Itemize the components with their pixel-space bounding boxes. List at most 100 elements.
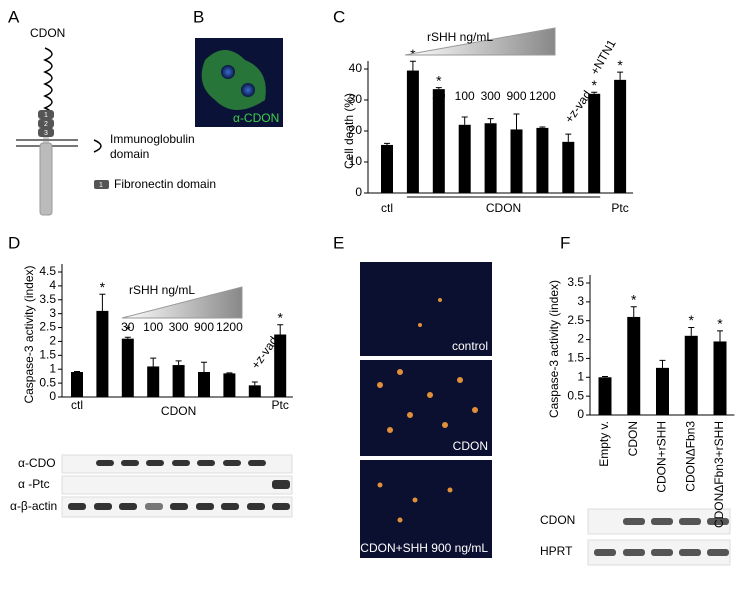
bar bbox=[406, 70, 419, 193]
bar bbox=[656, 367, 669, 415]
blot-label: HPRT bbox=[540, 544, 573, 558]
bar bbox=[684, 335, 698, 415]
error-bar bbox=[688, 327, 695, 336]
panel-letter: A bbox=[8, 7, 20, 26]
x-tick-label: ctl bbox=[71, 398, 83, 412]
y-tick-label: 2 bbox=[577, 332, 584, 346]
legend-fn bbox=[94, 180, 109, 189]
dose-label: 30 bbox=[121, 320, 135, 334]
y-tick-label: 0 bbox=[355, 185, 362, 199]
legend-number: 1 bbox=[99, 182, 103, 189]
y-tick-label: 3.5 bbox=[567, 275, 584, 289]
fn-number: 1 bbox=[44, 112, 48, 119]
panel-letter: E bbox=[333, 233, 344, 252]
x-tick-label: CDON+rSHH bbox=[655, 421, 669, 493]
dose-wedge bbox=[121, 286, 243, 319]
treatment-label: +NTN1 bbox=[587, 37, 618, 77]
bar bbox=[627, 316, 641, 415]
blot-label: α-β-actin bbox=[10, 499, 57, 513]
error-bar bbox=[565, 133, 572, 142]
dose-label: 1200 bbox=[529, 89, 556, 103]
significance: * bbox=[591, 77, 597, 93]
error-bar bbox=[74, 370, 80, 372]
dose-label: 100 bbox=[455, 89, 475, 103]
western-blot bbox=[587, 508, 731, 566]
fn-domain bbox=[38, 119, 54, 128]
x-tick-label: CDON bbox=[626, 421, 640, 456]
bar bbox=[536, 127, 549, 193]
nucleus bbox=[241, 83, 255, 97]
bar bbox=[381, 144, 393, 193]
dose-wedge bbox=[404, 27, 556, 56]
y-tick-label: 3.5 bbox=[39, 292, 56, 306]
blot-label: CDON bbox=[540, 513, 575, 527]
y-tick-label: 20 bbox=[349, 123, 363, 137]
y-tick-label: 0.5 bbox=[567, 388, 584, 402]
legend-label: Immunoglobulin bbox=[110, 132, 195, 146]
bar bbox=[96, 310, 109, 397]
intracellular bbox=[39, 142, 53, 216]
bar bbox=[562, 141, 575, 193]
y-tick-label: 0 bbox=[49, 389, 56, 403]
fn-domain bbox=[38, 128, 54, 137]
x-tick-label: Ptc bbox=[611, 201, 628, 215]
panel-letter: F bbox=[560, 233, 570, 252]
significance: * bbox=[689, 312, 695, 328]
error-bar bbox=[150, 357, 157, 367]
significance: * bbox=[277, 309, 283, 325]
bar bbox=[248, 385, 261, 397]
y-tick-label: 0 bbox=[577, 407, 584, 421]
bar bbox=[121, 338, 134, 397]
apoptotic-cells bbox=[377, 298, 478, 523]
significance: * bbox=[631, 291, 637, 307]
y-tick-label: 1.5 bbox=[567, 351, 584, 365]
error-bar bbox=[630, 306, 637, 317]
y-tick-label: 10 bbox=[349, 154, 363, 168]
image-label: α-CDON bbox=[233, 111, 279, 125]
legend-label: Fibronectin domain bbox=[114, 177, 216, 191]
bar bbox=[598, 377, 612, 415]
y-tick-label: 2 bbox=[49, 334, 56, 348]
error-bar bbox=[175, 360, 182, 366]
error-bar bbox=[435, 87, 442, 90]
x-tick-label: Ptc bbox=[272, 398, 289, 412]
error-bar bbox=[539, 126, 546, 128]
y-tick-label: 3 bbox=[577, 294, 584, 308]
x-tick-label: Empty v. bbox=[597, 421, 611, 467]
error-bar bbox=[591, 91, 598, 94]
dose-label: 100 bbox=[143, 320, 163, 334]
error-bar bbox=[461, 116, 468, 125]
bar bbox=[588, 93, 601, 193]
blot-label: α-CDO bbox=[18, 456, 56, 470]
x-tick-label: CDONΔFbn3 bbox=[683, 421, 697, 492]
y-tick-label: 30 bbox=[349, 92, 363, 106]
panel-letter: D bbox=[8, 233, 20, 252]
significance: * bbox=[617, 57, 623, 73]
bar bbox=[432, 89, 445, 193]
error-bar bbox=[617, 71, 624, 80]
error-bar bbox=[226, 372, 233, 374]
micrograph bbox=[360, 460, 492, 558]
image-label: CDON bbox=[453, 439, 488, 453]
fn-number: 2 bbox=[44, 121, 48, 128]
legend-ig bbox=[93, 139, 102, 153]
error-bar bbox=[409, 60, 416, 71]
x-tick-label: ctl bbox=[381, 201, 393, 215]
dose-label: 1200 bbox=[216, 320, 243, 334]
group-label: CDON bbox=[161, 404, 196, 418]
error-bar bbox=[251, 381, 258, 386]
error-bar bbox=[124, 336, 131, 339]
micrograph bbox=[360, 262, 492, 356]
significance: * bbox=[436, 72, 442, 88]
bar bbox=[484, 123, 497, 193]
y-tick-label: 1.5 bbox=[39, 348, 56, 362]
error-bar bbox=[513, 113, 520, 130]
dose-label: 300 bbox=[169, 320, 189, 334]
significance: * bbox=[125, 322, 131, 338]
protein-diagram: CDON 1 2 3 Immunoglobulin domain 1 Fibro… bbox=[16, 26, 216, 216]
protein-name: CDON bbox=[30, 26, 65, 40]
fn-number: 3 bbox=[44, 130, 48, 137]
y-axis-label: Caspase-3 activity (index) bbox=[22, 265, 36, 403]
error-bar bbox=[717, 330, 723, 342]
